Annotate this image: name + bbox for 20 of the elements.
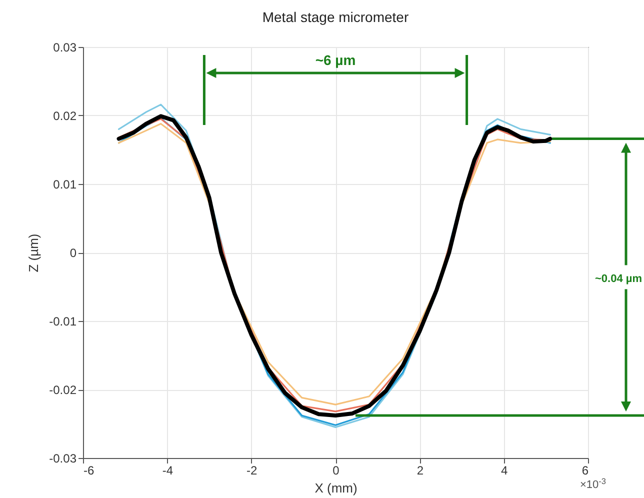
y-axis-title: Z (µm) [26, 234, 42, 272]
x-tick-label: 2 [416, 464, 424, 478]
y-tick-label: 0 [70, 246, 77, 260]
x-tick-label: -6 [84, 464, 94, 478]
y-tick-label: 0.01 [53, 178, 77, 192]
text: ~0.04 µm [594, 273, 642, 286]
y-tick-label: 0.02 [53, 109, 77, 123]
annotation: ~6 µm [315, 52, 356, 68]
y-tick-label: -0.03 [49, 452, 77, 466]
x-tick-label: -4 [162, 464, 174, 478]
x-tick-label: 4 [500, 464, 508, 478]
x-axis-title: X (mm) [314, 480, 358, 496]
x-tick-label: 6 [582, 464, 589, 478]
x-tick-label: 0 [332, 464, 340, 478]
chart-title: Metal stage micrometer [262, 9, 409, 25]
y-tick-label: -0.01 [49, 314, 77, 328]
text: ×10$^{-3}$ [580, 476, 606, 491]
y-tick-label: 0.03 [53, 40, 77, 54]
x-tick-label: -2 [246, 464, 258, 478]
y-tick-label: -0.02 [49, 383, 77, 397]
